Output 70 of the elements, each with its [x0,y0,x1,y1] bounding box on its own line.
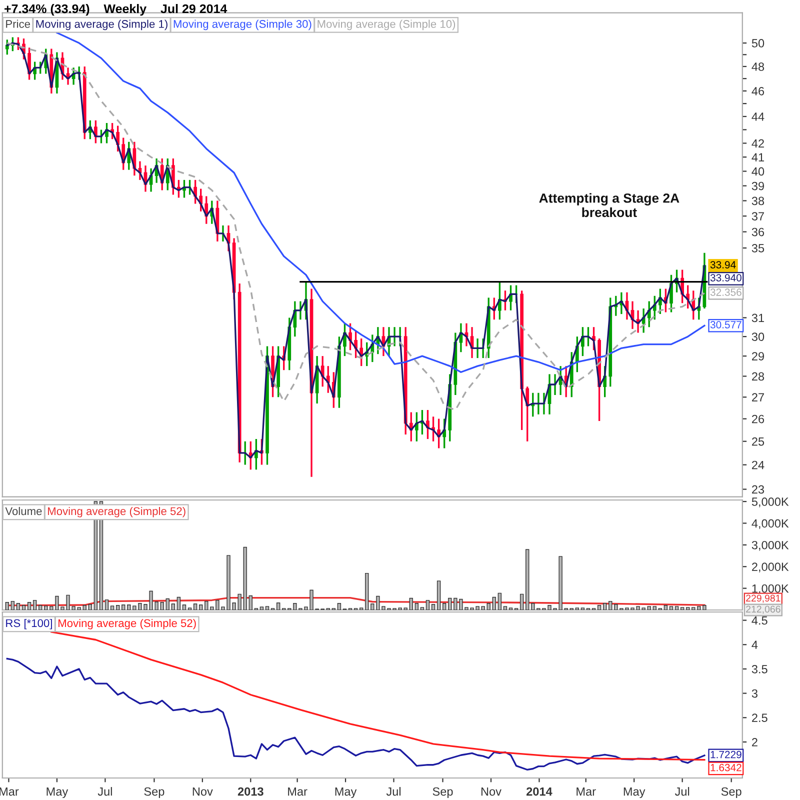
x-tick-label: 2014 [526,787,552,796]
annotation: 33.94 [710,261,736,268]
text: Moving average (Simple 52) [48,506,186,518]
y-tick-label: 2.5 [752,714,768,722]
annotation: 1.7229 [710,750,742,758]
y-tick-label: 41 [752,153,764,162]
y-tick-label: 3,000K [752,540,789,551]
y-tick-label: 42 [752,139,764,148]
x-tick-label: Sep [721,787,742,798]
line-series [50,631,706,761]
y-tick-label: 38 [752,196,764,206]
x-tick-label: May [624,787,646,798]
line-series [6,658,706,771]
text: 229,981 [746,594,780,603]
data-label: 1.6342 [710,764,742,772]
text: 212,066 [746,606,780,614]
x-tick-label: Mar [288,787,308,796]
x-tick-label: Nov [481,787,502,796]
y-tick-label: 39 [752,182,764,190]
text: Moving average (Simple 10) [318,20,456,30]
y-tick-label: 44 [752,112,764,121]
y-tick-label: 1,000K [752,584,789,594]
y-tick-label: 28 [752,372,764,381]
y-tick-label: 25 [752,437,764,446]
x-tick-label: Jul [386,787,401,796]
x-tick-label: Sep [432,787,453,798]
y-tick-label: 2 [752,738,758,746]
line-series [56,32,706,373]
y-tick-label: 40 [752,167,764,176]
y-tick-label: 50 [752,39,764,48]
y-tick-label: 29 [752,352,764,360]
x-tick-label: Jul [674,787,690,796]
y-tick-label: 2,000K [752,562,789,572]
annotation: 33.940 [710,274,742,282]
x-tick-label: 2013 [238,787,264,796]
x-tick-label: Mar [0,787,19,796]
x-tick-label: May [46,787,68,798]
y-tick-label: 35 [752,244,764,252]
y-tick-label: 37 [752,212,764,220]
y-tick-label: 30 [752,332,764,341]
y-tick-label: 48 [752,62,764,71]
y-tick-label: 46 [752,86,764,96]
y-tick-label: 4 [752,640,758,649]
y-tick-label: 23 [752,485,764,494]
x-tick-label: Jul [98,787,112,796]
line-series [6,597,706,606]
text: Moving average (Simple 1) [36,20,168,30]
legend-title: Volume [5,506,42,516]
y-tick-label: 3 [752,689,758,698]
chart-title: +7.34% (33.94) Weekly Jul 29 2014 [4,4,228,16]
y-tick-label: 4,000K [752,519,789,530]
x-tick-label: Nov [192,787,213,796]
x-tick-label: May [335,787,357,798]
legend-title: Price [6,20,30,28]
y-tick-label: 27 [752,393,764,402]
y-tick-label: 36 [752,228,764,236]
y-tick-label: 5,000K [752,498,789,508]
y-tick-label: 24 [752,460,764,470]
y-tick-label: 26 [752,414,764,424]
series-label: Moving average (Simple 52) [58,618,196,630]
text: RS [*100] [6,618,52,630]
y-tick-label: 4.5 [752,616,768,625]
annotation: Attempting a Stage 2A breakout [539,193,680,218]
x-tick-label: Mar [576,787,596,796]
data-label: 32.356 [710,288,742,296]
data-label: 30.577 [710,321,742,328]
y-tick-label: 31 [752,314,764,322]
y-tick-label: 3.5 [752,664,768,674]
text: Moving average (Simple 30) [174,20,312,30]
x-tick-label: Sep [144,787,164,798]
